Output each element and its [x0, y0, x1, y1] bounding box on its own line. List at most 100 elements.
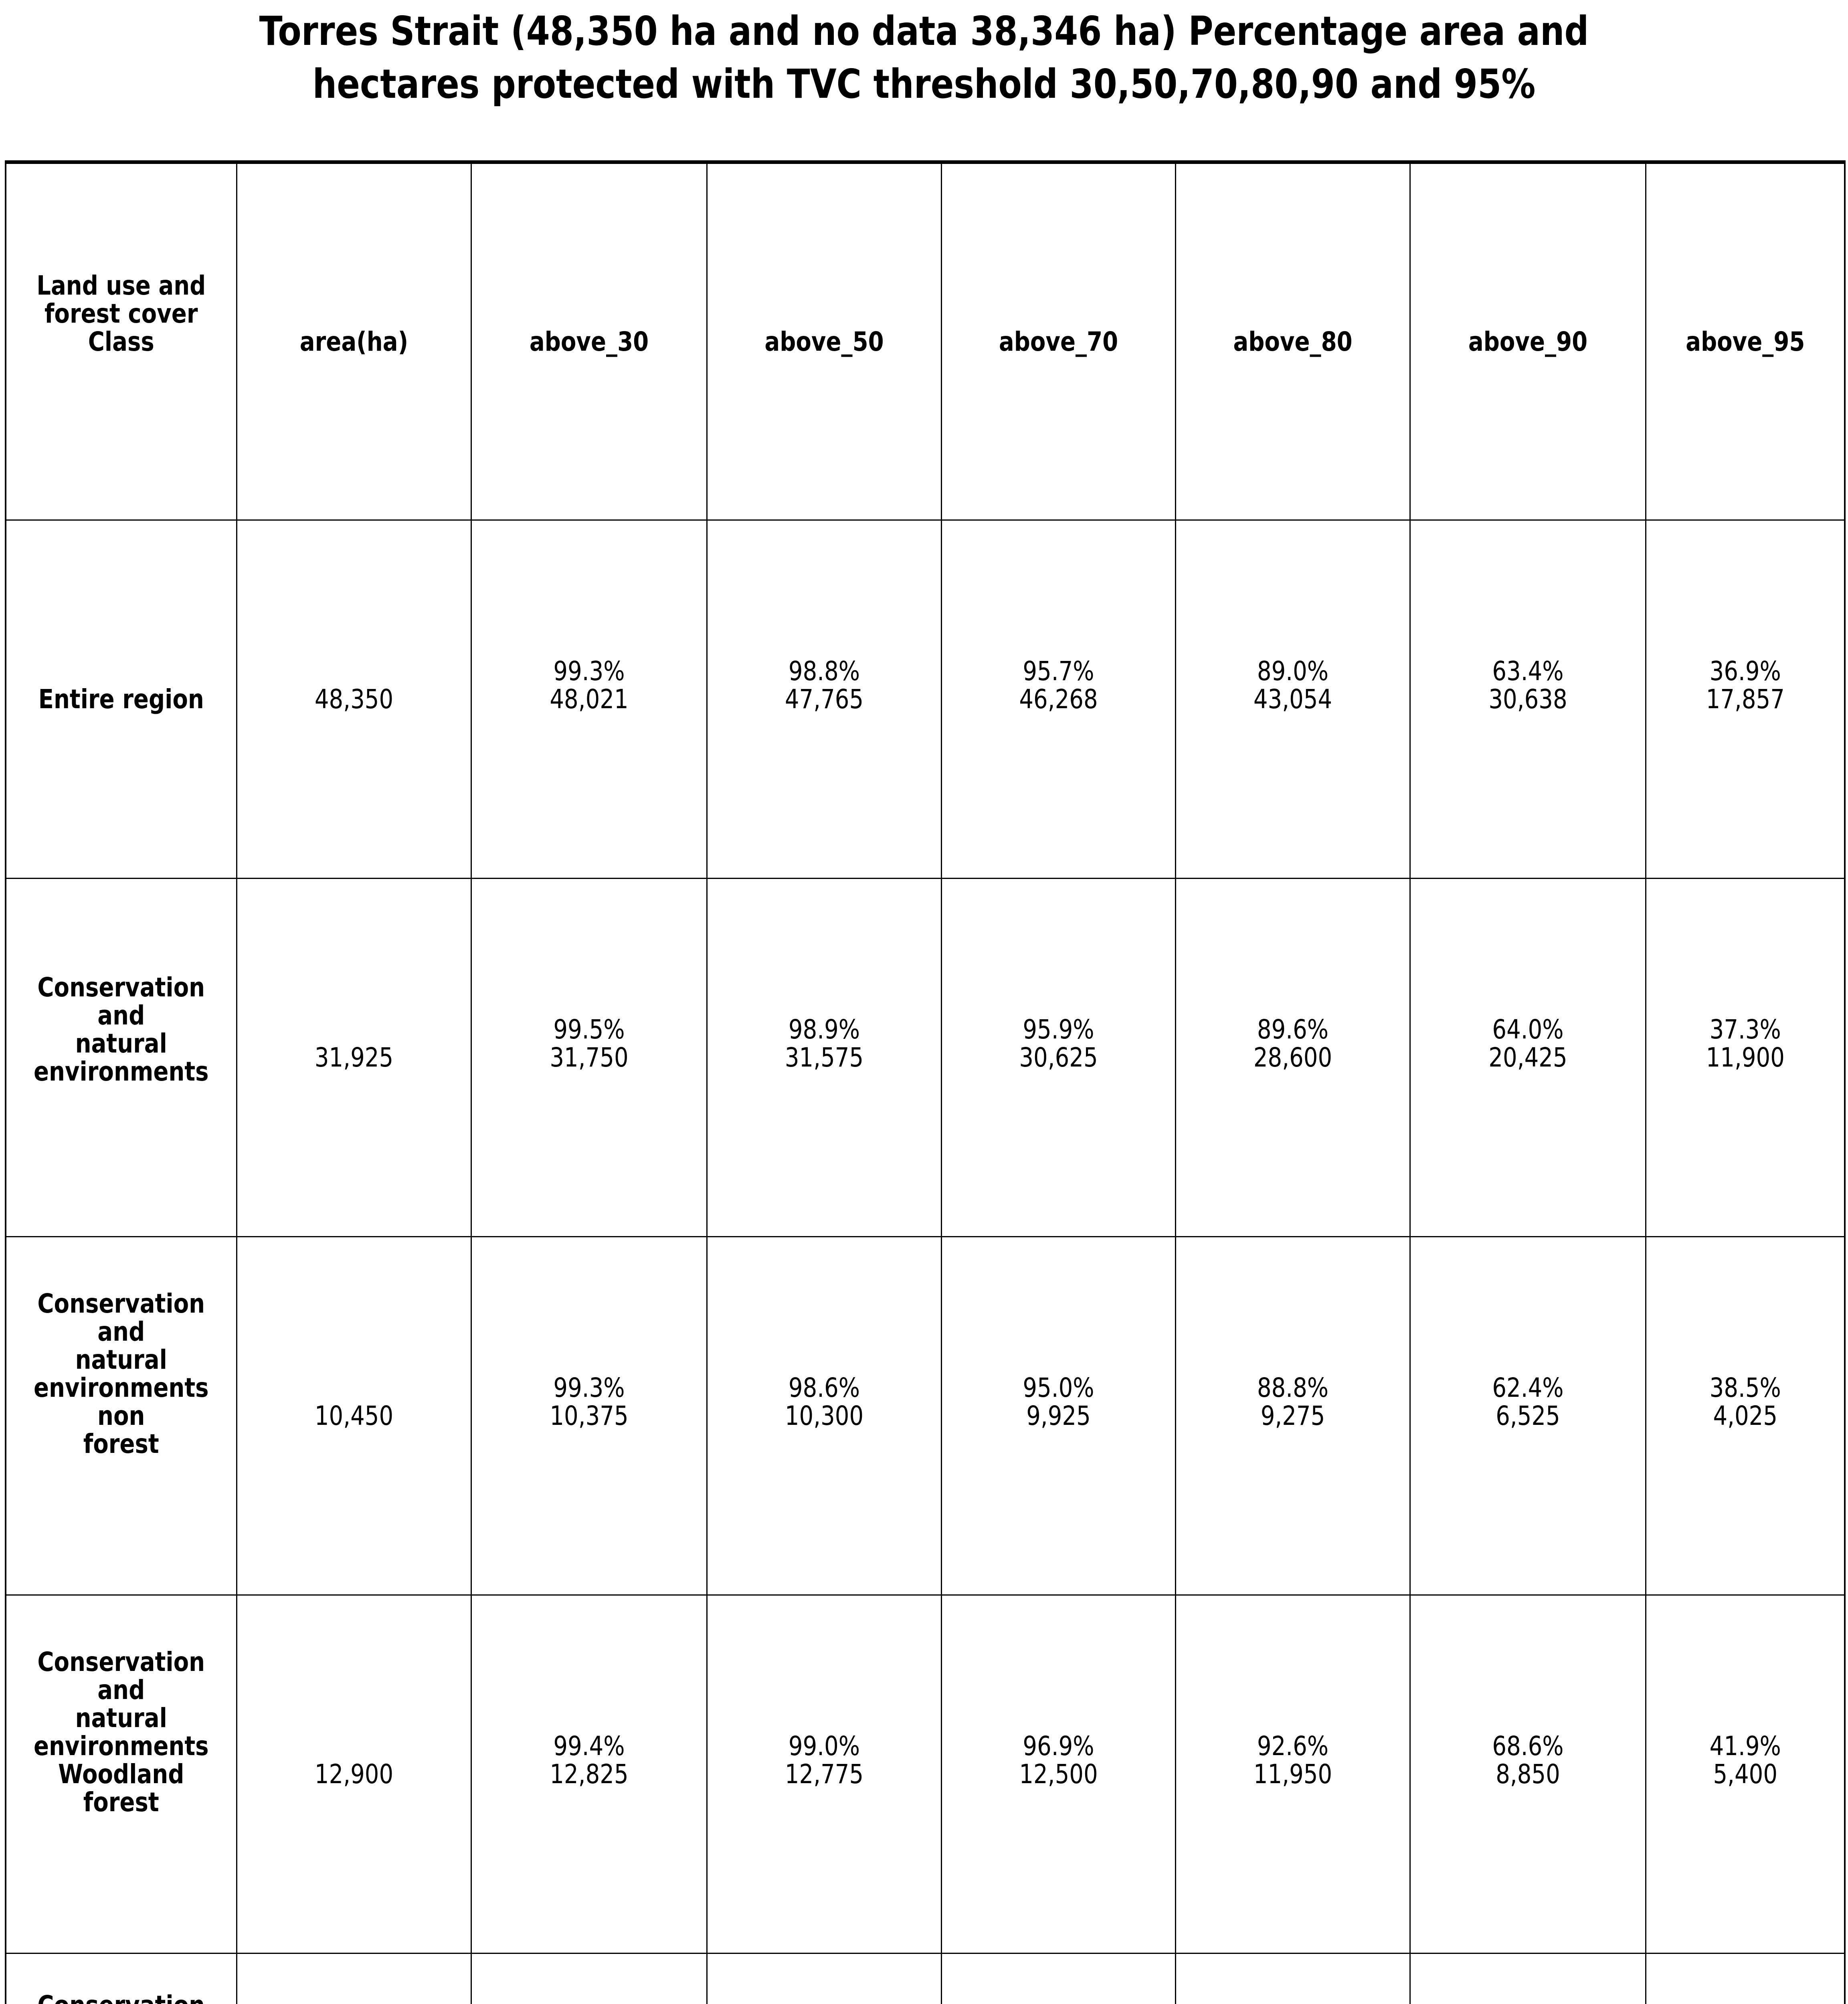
cell-line: 95.0%: [1022, 1372, 1094, 1403]
cell-line: 98.8%: [788, 655, 860, 687]
cell-line: 37.3%: [1709, 1014, 1781, 1045]
cell-line: forest: [83, 1428, 159, 1459]
col-header-above_80: above_80: [1175, 162, 1411, 521]
cell-line: above_70: [999, 326, 1118, 357]
cell-line: 4,025: [1713, 1400, 1777, 1431]
cell-line: 48,021: [549, 683, 629, 715]
cell-line: 98.6%: [788, 1372, 860, 1403]
cell-line: 95.9%: [1022, 1014, 1094, 1045]
cell-line: Land use and: [36, 270, 206, 301]
cell-line: 31,575: [784, 1042, 863, 1073]
cell-line: 48,350: [314, 683, 393, 715]
cell-line: 63.4%: [1492, 655, 1564, 687]
table-wrap: Land use and forest cover Class area(ha) abo…: [5, 160, 1846, 2004]
value-cell: 99.3% 10,375: [470, 1236, 708, 1596]
cell-line: natural: [75, 1702, 167, 1733]
cell-line: 47,765: [784, 683, 863, 715]
value-cell: 95.0% 9,925: [940, 1236, 1176, 1596]
cell-line: 30,625: [1019, 1042, 1098, 1073]
cell-line: 92.6%: [1257, 1730, 1328, 1762]
cell-line: environments: [33, 1056, 209, 1087]
value-cell: 63.4% 30,638: [1409, 519, 1646, 879]
value-cell: 64.0% 20,425: [1409, 878, 1646, 1237]
value-cell: 88.8% 9,275: [1175, 1236, 1411, 1596]
table-row: Entire region 48,350 99.3% 48,021 98.8% 47,76…: [5, 519, 1846, 879]
col-header-above_30: above_30: [470, 162, 708, 521]
cell-line: 10,450: [314, 1400, 393, 1431]
cell-line: 98.9%: [788, 1014, 860, 1045]
class-cell: Conservation and natural environments Woodl…: [5, 1594, 237, 1954]
cell-line: 8,850: [1495, 1758, 1560, 1790]
cell-line: 89.6%: [1257, 1014, 1328, 1045]
value-cell: 95.9% 30,625: [940, 878, 1176, 1237]
value-cell: 38.5% 4,025: [1645, 1236, 1846, 1596]
value-cell: 98.8% 47,765: [706, 519, 942, 879]
value-cell: 37.3% 11,900: [1645, 878, 1846, 1237]
cell-line: 6,525: [1495, 1400, 1560, 1431]
cell-line: 62.4%: [1492, 1372, 1564, 1403]
figure-title: Torres Strait (48,350 ha and no data 38,…: [0, 5, 1848, 111]
class-cell: Conservation andnaturalenvironmentsFores…: [5, 1953, 237, 2004]
value-cell: 95.6%8,200: [940, 1953, 1176, 2004]
cell-line: 99.5%: [553, 1014, 625, 1045]
cell-line: forest cover: [44, 298, 198, 329]
value-cell: 99.0% 12,775: [706, 1594, 942, 1954]
class-cell: Conservation and natural environments: [5, 878, 237, 1237]
cell-line: above_50: [764, 326, 884, 357]
cell-line: Conservation and: [37, 972, 205, 1031]
cell-line: above_30: [529, 326, 649, 357]
table-row: Conservation and natural environments non f…: [5, 1236, 1846, 1596]
value-cell: 96.9% 12,500: [940, 1594, 1176, 1954]
area-cell: 31,925: [236, 878, 472, 1237]
table-body: Entire region 48,350 99.3% 48,021 98.8% 47,76…: [5, 519, 1846, 2004]
cell-line: 31,925: [314, 1042, 393, 1073]
cell-line: 5,400: [1713, 1758, 1777, 1790]
cell-line: environments non: [33, 1372, 209, 1431]
value-cell: 36.9% 17,857: [1645, 519, 1846, 879]
cell-line: Conservation and: [37, 1288, 205, 1347]
value-cell: 98.6% 10,300: [706, 1236, 942, 1596]
value-cell: 99.5% 31,750: [470, 878, 708, 1237]
cell-line: 11,900: [1706, 1042, 1785, 1073]
cell-line: 12,775: [784, 1758, 863, 1790]
cell-line: 12,900: [314, 1758, 393, 1790]
value-cell: 89.6% 28,600: [1175, 878, 1411, 1237]
cell-line: above_80: [1233, 326, 1353, 357]
cell-line: 64.0%: [1492, 1014, 1564, 1045]
cell-line: 88.8%: [1257, 1372, 1328, 1403]
cell-line: Conservation and: [24, 1992, 219, 2004]
cell-line: 31,750: [549, 1042, 629, 1073]
area-cell: 8,575: [236, 1953, 472, 2004]
value-cell: 99.4% 12,825: [470, 1594, 708, 1954]
cell-line: 12,825: [549, 1758, 629, 1790]
cell-line: natural: [75, 1028, 167, 1059]
cell-line: 10,375: [549, 1400, 629, 1431]
cell-line: 9,275: [1260, 1400, 1325, 1431]
class-cell: Entire region: [5, 519, 237, 879]
cell-line: 46,268: [1019, 683, 1098, 715]
value-cell: 99.1%8,500: [706, 1953, 942, 2004]
cell-line: 12,500: [1019, 1758, 1098, 1790]
cell-line: natural: [75, 1344, 167, 1375]
area-cell: 10,450: [236, 1236, 472, 1596]
cell-line: above_95: [1685, 326, 1805, 357]
cell-line: 99.4%: [553, 1730, 625, 1762]
col-header-above_50: above_50: [706, 162, 942, 521]
value-cell: 62.4% 6,525: [1409, 1236, 1646, 1596]
value-cell: 68.6% 8,850: [1409, 1594, 1646, 1954]
value-cell: 99.7%8,550: [470, 1953, 708, 2004]
class-cell: Conservation and natural environments non f…: [5, 1236, 237, 1596]
value-cell: 41.9% 5,400: [1645, 1594, 1846, 1954]
value-cell: 95.7% 46,268: [940, 519, 1176, 879]
value-cell: 89.0% 43,054: [1175, 519, 1411, 879]
data-table: Land use and forest cover Class area(ha) abo…: [5, 160, 1846, 2004]
area-cell: 48,350: [236, 519, 472, 879]
cell-line: 10,300: [784, 1400, 863, 1431]
cell-line: 99.3%: [553, 1372, 625, 1403]
cell-line: 9,925: [1026, 1400, 1091, 1431]
cell-line: above_90: [1468, 326, 1587, 357]
value-cell: 98.9% 31,575: [706, 878, 942, 1237]
cell-line: 38.5%: [1709, 1372, 1781, 1403]
table-row: Conservation andnaturalenvironmentsFores…: [5, 1953, 1846, 2004]
cell-line: environments: [33, 1730, 209, 1762]
